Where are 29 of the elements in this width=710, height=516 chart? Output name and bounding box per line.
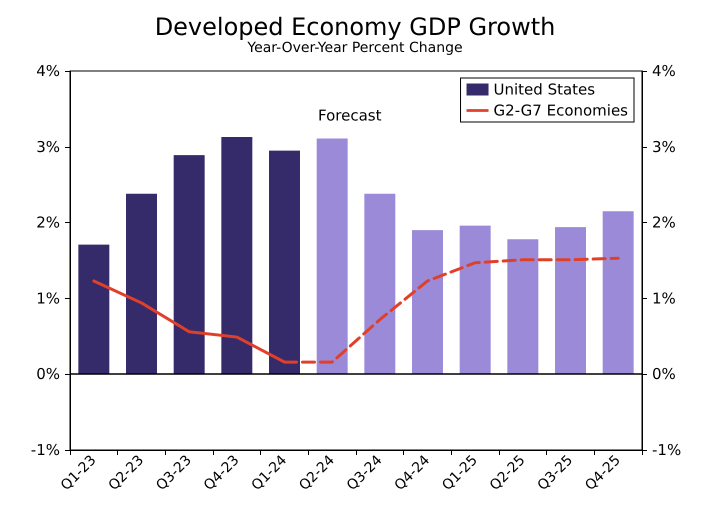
bar (460, 226, 491, 374)
legend-label: G2-G7 Economies (494, 102, 628, 120)
bar (602, 211, 634, 374)
bar (78, 244, 110, 374)
annotation: Forecast (318, 106, 382, 124)
chart-subtitle: Year-Over-Year Percent Change (246, 40, 463, 56)
y-tick-label: 4% (36, 62, 60, 80)
bar (316, 138, 348, 374)
y2-tick-label: 0% (652, 365, 676, 384)
y-tick-label: -1% (30, 441, 60, 459)
y2-tick-label: 4% (652, 62, 676, 80)
bar (174, 155, 205, 374)
y-tick-label: 2% (36, 214, 60, 232)
y2-tick-label: 2% (652, 214, 676, 232)
bar (269, 150, 300, 374)
y-tick-label: 1% (36, 289, 60, 308)
chart-title: Developed Economy GDP Growth (154, 13, 556, 41)
legend-label: United States (494, 80, 596, 98)
bar (507, 239, 538, 374)
bar (126, 194, 157, 374)
y2-tick-label: 1% (652, 289, 676, 308)
y2-tick-label: 3% (652, 138, 676, 156)
y-tick-label: 3% (36, 138, 60, 156)
bar (412, 230, 443, 374)
bar (221, 136, 252, 374)
bar (555, 227, 586, 374)
y-tick-label: 0% (36, 365, 60, 384)
y2-tick-label: -1% (652, 441, 682, 459)
bar (364, 194, 396, 374)
